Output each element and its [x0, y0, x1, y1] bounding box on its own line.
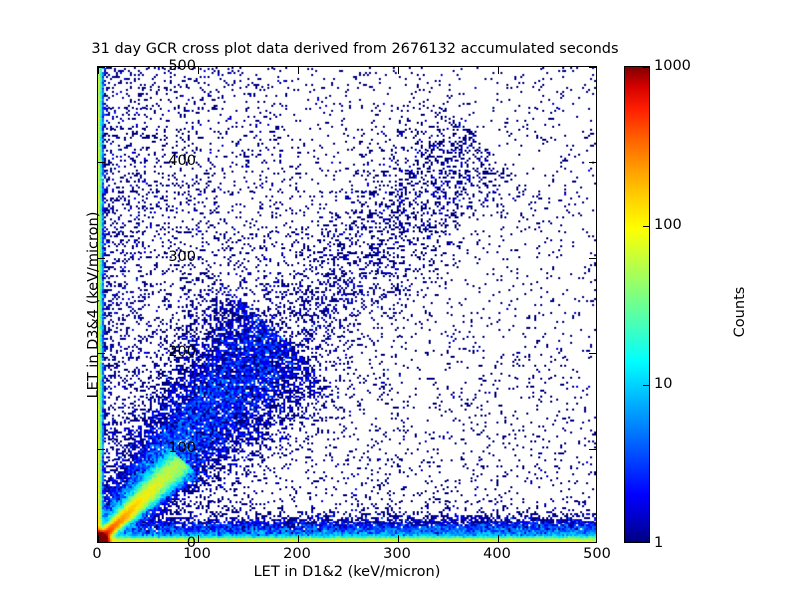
- y-tick-200: [98, 353, 105, 355]
- x-tick-label-400: 400: [483, 546, 511, 562]
- x-tick-100: [198, 535, 199, 542]
- y-tick-label-200: 200: [168, 344, 196, 361]
- y-tick-right-400: [589, 162, 596, 164]
- x-tick-top-200: [298, 67, 299, 74]
- y-tick-300: [98, 257, 105, 259]
- y-tick-right-500: [589, 67, 596, 68]
- x-axis-title: LET in D1&2 (keV/micron): [253, 564, 441, 580]
- y-tick-400: [98, 162, 105, 164]
- colorbar-tick-100: [643, 225, 649, 227]
- y-tick-right-200: [589, 353, 596, 355]
- x-tick-300: [398, 535, 399, 542]
- y-tick-500: [98, 67, 105, 68]
- colorbar-label-1000: 1000: [654, 58, 691, 74]
- y-tick-label-500: 500: [168, 58, 196, 74]
- colorbar-title: Counts: [732, 286, 748, 338]
- colorbar-tick-1000: [643, 67, 649, 68]
- y-tick-label-400: 400: [168, 153, 196, 170]
- x-tick-top-0: [98, 67, 99, 74]
- x-tick-label-100: 100: [183, 546, 211, 562]
- y-tick-label-100: 100: [168, 439, 196, 456]
- y-tick-label-0: 0: [186, 535, 196, 551]
- x-tick-label-500: 500: [583, 546, 611, 562]
- y-tick-right-300: [589, 257, 596, 259]
- colorbar-tick-1: [643, 542, 649, 543]
- plot-area: [97, 66, 597, 543]
- colorbar-label-100: 100: [654, 216, 682, 233]
- y-axis-title: LET in D3&4 (keV/micron): [85, 211, 102, 399]
- x-tick-top-100: [198, 67, 199, 74]
- x-tick-top-400: [498, 67, 499, 74]
- y-tick-100: [98, 448, 105, 450]
- x-tick-200: [298, 535, 299, 542]
- colorbar-label-1: 1: [654, 534, 664, 551]
- x-tick-label-300: 300: [383, 546, 411, 562]
- density-scatter-plot: [98, 67, 596, 542]
- x-tick-label-200: 200: [283, 546, 311, 562]
- chart-title-line-1: 31 day GCR cross plot data derived from …: [91, 41, 619, 57]
- colorbar-tick-10: [643, 384, 649, 386]
- x-tick-400: [498, 535, 499, 542]
- x-tick-label-0: 0: [92, 546, 102, 562]
- x-tick-0: [98, 535, 99, 542]
- colorbar-label-10: 10: [654, 375, 673, 392]
- y-tick-label-300: 300: [168, 248, 196, 265]
- colorbar: [624, 66, 650, 543]
- x-tick-top-300: [398, 67, 399, 74]
- y-tick-right-100: [589, 448, 596, 450]
